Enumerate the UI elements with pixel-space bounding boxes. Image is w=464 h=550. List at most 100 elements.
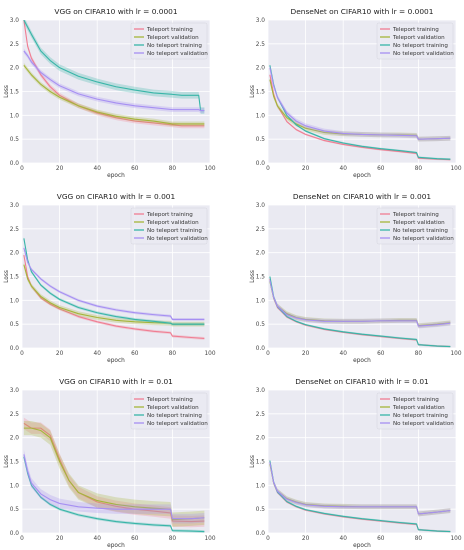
y-tick-label: 0.5: [10, 322, 20, 328]
x-axis-label: epoch: [107, 173, 125, 179]
series-line-4: [23, 454, 205, 520]
series-band-3: [269, 275, 451, 348]
y-tick-label: 2.5: [10, 227, 20, 233]
x-tick-label: 80: [169, 536, 177, 542]
x-tick-label: 20: [302, 351, 310, 357]
x-axis-label: epoch: [353, 173, 371, 179]
y-tick-label: 1.0: [256, 113, 266, 119]
series-band-2: [23, 62, 205, 127]
x-tick-label: 0: [20, 166, 24, 172]
series-line-4: [23, 247, 205, 320]
x-tick-label: 40: [94, 536, 102, 542]
chart-title: VGG on CIFAR10 with lr = 0.001: [57, 192, 176, 201]
series-line-3: [23, 238, 205, 325]
legend-label: Teleport training: [392, 212, 439, 218]
y-tick-label: 1.5: [256, 275, 266, 281]
series-line-3: [23, 20, 205, 112]
y-tick-label: 1.5: [10, 460, 20, 466]
plot-series-group: [23, 20, 205, 129]
y-tick-label: 2.0: [10, 436, 20, 442]
legend: Teleport training Teleport validation No t…: [376, 207, 454, 245]
y-tick-label: 0.5: [256, 507, 266, 513]
x-tick-label: 80: [169, 351, 177, 357]
x-tick-label: 20: [56, 351, 64, 357]
chart-panel-4: 0 20 40 60 80 100 0.0 0.5 1.0 1.5 2.0 2.5 3.0 DenseNe…: [250, 192, 462, 364]
legend-label: No teleport training: [393, 413, 448, 419]
chart-panel-1: 0 20 40 60 80 100 0.0 0.5 1.0 1.5 2.0 2.5 3.0 VGG on …: [4, 7, 216, 179]
x-tick-label: 100: [204, 351, 215, 357]
y-tick-label: 0.5: [256, 322, 266, 328]
y-tick-label: 2.5: [10, 412, 20, 418]
y-axis-label: Loss: [4, 270, 10, 283]
plot-series-group: [23, 236, 205, 340]
chart-title: DenseNet on CIFAR10 with lr = 0.0001: [291, 7, 434, 16]
y-tick-label: 1.0: [256, 483, 266, 489]
legend: Teleport training Teleport validation No t…: [130, 392, 208, 430]
chart-panel-2: 0 20 40 60 80 100 0.0 0.5 1.0 1.5 2.0 2.5 3.0 DenseNe…: [250, 7, 462, 179]
y-tick-label: 2.0: [256, 66, 266, 72]
legend-label: Teleport validation: [392, 35, 445, 41]
legend-box: [130, 22, 208, 60]
chart-title: DenseNet on CIFAR10 with lr = 0.001: [293, 192, 432, 201]
x-tick-label: 100: [204, 536, 215, 542]
y-tick-label: 2.5: [256, 227, 266, 233]
chart-panel-5: 0 20 40 60 80 100 0.0 0.5 1.0 1.5 2.0 2.5 3.0 VGG on …: [4, 377, 216, 549]
series-line-4: [269, 67, 451, 140]
series-line-3: [23, 456, 205, 533]
x-tick-label: 100: [450, 166, 461, 172]
y-tick-label: 2.0: [256, 251, 266, 257]
series-band-2: [269, 461, 451, 517]
legend-label: Teleport validation: [146, 220, 199, 226]
plot-series-group: [269, 275, 451, 348]
x-tick-label: 60: [377, 166, 385, 172]
x-tick-label: 80: [415, 536, 423, 542]
x-axis-label: epoch: [107, 543, 125, 549]
legend-label: Teleport training: [146, 212, 193, 218]
x-tick-label: 60: [131, 536, 139, 542]
legend-label: No teleport training: [147, 43, 202, 49]
x-tick-label: 0: [266, 536, 270, 542]
chart-title: DenseNet on CIFAR10 with lr = 0.01: [295, 377, 429, 386]
legend-label: No teleport validation: [147, 236, 208, 242]
y-axis-label: Loss: [250, 270, 256, 283]
series-line-4: [269, 280, 451, 327]
series-line-2: [23, 64, 205, 125]
y-tick-label: 2.5: [256, 412, 266, 418]
x-tick-label: 20: [56, 536, 64, 542]
x-axis-label: epoch: [353, 358, 371, 364]
x-tick-label: 60: [377, 351, 385, 357]
legend-label: No teleport validation: [147, 51, 208, 57]
y-tick-label: 0.0: [256, 531, 266, 537]
y-tick-label: 1.5: [256, 90, 266, 96]
y-tick-label: 3.0: [256, 18, 266, 24]
legend-label: Teleport training: [146, 397, 193, 403]
legend-box: [376, 207, 454, 245]
legend-label: Teleport training: [392, 397, 439, 403]
legend-label: No teleport validation: [393, 421, 454, 427]
chart-panel-3: 0 20 40 60 80 100 0.0 0.5 1.0 1.5 2.0 2.5 3.0 VGG on …: [4, 192, 216, 364]
series-line-3: [269, 276, 451, 348]
x-tick-label: 60: [377, 536, 385, 542]
y-axis-label: Loss: [250, 455, 256, 468]
legend-label: Teleport validation: [392, 220, 445, 226]
legend-label: Teleport validation: [146, 35, 199, 41]
series-line-3: [269, 460, 451, 533]
x-tick-label: 0: [266, 351, 270, 357]
legend: Teleport training Teleport validation No t…: [130, 207, 208, 245]
x-tick-label: 40: [94, 166, 102, 172]
plot-series-group: [23, 417, 205, 533]
x-tick-label: 80: [415, 351, 423, 357]
legend-label: No teleport training: [147, 413, 202, 419]
legend: Teleport training Teleport validation No t…: [376, 392, 454, 430]
y-tick-label: 1.5: [256, 460, 266, 466]
y-tick-label: 3.0: [256, 388, 266, 394]
y-axis-label: Loss: [4, 455, 10, 468]
legend-label: No teleport training: [393, 43, 448, 49]
series-band-4: [269, 277, 451, 329]
legend-label: No teleport training: [393, 228, 448, 234]
x-tick-label: 40: [340, 166, 348, 172]
y-tick-label: 1.0: [10, 483, 20, 489]
chart-title: VGG on CIFAR10 with lr = 0.0001: [54, 7, 177, 16]
y-tick-label: 3.0: [10, 203, 20, 209]
legend: Teleport training Teleport validation No t…: [130, 22, 208, 60]
